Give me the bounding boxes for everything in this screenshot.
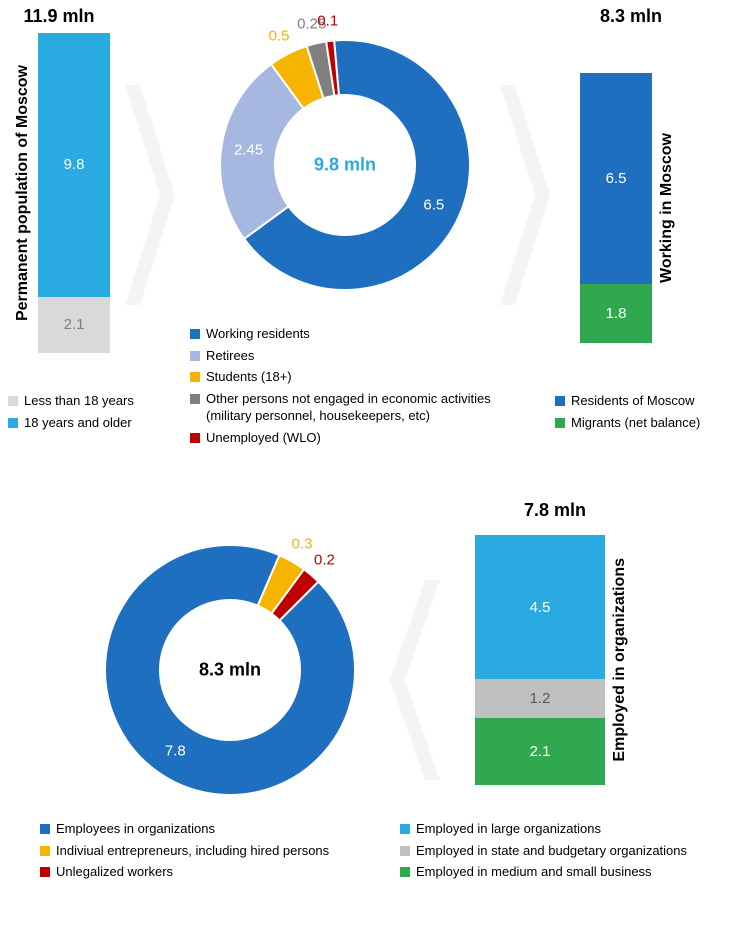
legend-employed: Employed in large organizations Employed … xyxy=(400,820,740,885)
working-bar-col: 8.3 mln 6.51.8 Working in Moscow xyxy=(580,6,682,343)
legend-item: Working residents xyxy=(190,325,520,343)
arrow-icon xyxy=(385,575,445,785)
donut-slice-label: 0.1 xyxy=(317,13,338,30)
donut-slice-label: 0.2 xyxy=(314,552,335,569)
bar-segment: 9.8 xyxy=(38,33,110,297)
legend-text: Employed in state and budgetary organiza… xyxy=(416,842,687,860)
bar-segment: 2.1 xyxy=(38,297,110,353)
legend-text: Unlegalized workers xyxy=(56,863,173,881)
legend-text: Less than 18 years xyxy=(24,392,134,410)
donut-slice-label: 2.45 xyxy=(234,142,263,159)
legend-item: Employed in state and budgetary organiza… xyxy=(400,842,740,860)
legend-swatch xyxy=(400,867,410,877)
working-donut: 7.8 0.30.2 8.3 mln xyxy=(95,535,365,805)
bar-segment: 1.2 xyxy=(475,679,605,717)
legend-population: Less than 18 years 18 years and older xyxy=(8,392,134,435)
legend-item: Residents of Moscow xyxy=(555,392,700,410)
bottom-section: 7.8 0.30.2 8.3 mln 7.8 mln 4.51.22.1 Emplo… xyxy=(0,500,755,936)
legend-item: Retirees xyxy=(190,347,520,365)
legend-text: Employees in organizations xyxy=(56,820,215,838)
employed-bar-col: 7.8 mln 4.51.22.1 Employed in organizati… xyxy=(475,500,635,785)
donut-slice-label: 7.8 xyxy=(165,742,186,759)
population-bar: 9.82.1 xyxy=(38,33,110,353)
legend-text: Employed in medium and small business xyxy=(416,863,652,881)
legend-swatch xyxy=(40,867,50,877)
legend-swatch xyxy=(40,846,50,856)
legend-item: 18 years and older xyxy=(8,414,134,432)
legend-text: Working residents xyxy=(206,325,310,343)
legend-text: Retirees xyxy=(206,347,254,365)
legend-text: Unemployed (WLO) xyxy=(206,429,321,447)
legend-swatch xyxy=(190,394,200,404)
working-axis-label: Working in Moscow xyxy=(658,133,676,283)
donut-slice-label: 6.5 xyxy=(423,197,444,214)
legend-swatch xyxy=(8,418,18,428)
legend-text: Indiviual entrepreneurs, including hired… xyxy=(56,842,329,860)
population-donut-wrap: 6.52.450.50.250.19.8 mln xyxy=(210,30,480,300)
working-donut-wrap: 7.8 0.30.2 8.3 mln xyxy=(95,535,365,805)
population-title: 11.9 mln xyxy=(23,6,94,27)
legend-text: Migrants (net balance) xyxy=(571,414,700,432)
legend-text: Employed in large organizations xyxy=(416,820,601,838)
legend-working: Residents of Moscow Migrants (net balance… xyxy=(555,392,700,435)
legend-swatch xyxy=(400,846,410,856)
legend-text: 18 years and older xyxy=(24,414,132,432)
legend-item: Students (18+) xyxy=(190,368,520,386)
arrow-icon xyxy=(120,80,180,310)
legend-swatch xyxy=(190,351,200,361)
legend-working-donut: Employees in organizations Indiviual entr… xyxy=(40,820,380,885)
bar-segment: 2.1 xyxy=(475,718,605,785)
legend-swatch xyxy=(190,433,200,443)
donut-center-label: 9.8 mln xyxy=(314,155,376,176)
legend-population-donut: Working residents Retirees Students (18+) O… xyxy=(190,325,520,450)
legend-item: Employees in organizations xyxy=(40,820,380,838)
legend-item: Indiviual entrepreneurs, including hired… xyxy=(40,842,380,860)
employed-axis-label: Employed in organizations xyxy=(611,558,629,762)
legend-text: Students (18+) xyxy=(206,368,292,386)
employed-bar-wrap: 4.51.22.1 Employed in organizations xyxy=(475,535,635,785)
legend-item: Other persons not engaged in economic ac… xyxy=(190,390,520,425)
legend-swatch xyxy=(190,372,200,382)
legend-swatch xyxy=(8,396,18,406)
working-bar-wrap: 6.51.8 Working in Moscow xyxy=(580,73,682,343)
donut-center-label: 8.3 mln xyxy=(199,660,261,681)
donut-slice-label: 0.5 xyxy=(269,27,290,44)
legend-item: Unemployed (WLO) xyxy=(190,429,520,447)
legend-text: Residents of Moscow xyxy=(571,392,695,410)
bar-segment: 6.5 xyxy=(580,73,652,284)
working-bar: 6.51.8 xyxy=(580,73,652,343)
legend-text: Other persons not engaged in economic ac… xyxy=(206,390,506,425)
legend-item: Employed in large organizations xyxy=(400,820,740,838)
legend-swatch xyxy=(40,824,50,834)
legend-swatch xyxy=(190,329,200,339)
top-section: 11.9 mln Permanent population of Moscow … xyxy=(0,0,755,500)
donut-slice-label: 0.3 xyxy=(292,536,313,553)
population-donut: 6.52.450.50.250.19.8 mln xyxy=(210,30,480,300)
population-bar-col: 11.9 mln Permanent population of Moscow … xyxy=(8,6,110,353)
legend-swatch xyxy=(555,396,565,406)
bar-segment: 4.5 xyxy=(475,535,605,679)
legend-item: Unlegalized workers xyxy=(40,863,380,881)
bar-segment: 1.8 xyxy=(580,284,652,343)
employed-bar: 4.51.22.1 xyxy=(475,535,605,785)
population-bar-wrap: Permanent population of Moscow 9.82.1 xyxy=(8,33,110,353)
legend-swatch xyxy=(555,418,565,428)
population-axis-label: Permanent population of Moscow xyxy=(14,65,32,321)
legend-swatch xyxy=(400,824,410,834)
legend-item: Migrants (net balance) xyxy=(555,414,700,432)
legend-item: Less than 18 years xyxy=(8,392,134,410)
legend-item: Employed in medium and small business xyxy=(400,863,740,881)
employed-title: 7.8 mln xyxy=(524,500,586,521)
working-title: 8.3 mln xyxy=(600,6,662,27)
arrow-icon xyxy=(495,80,555,310)
